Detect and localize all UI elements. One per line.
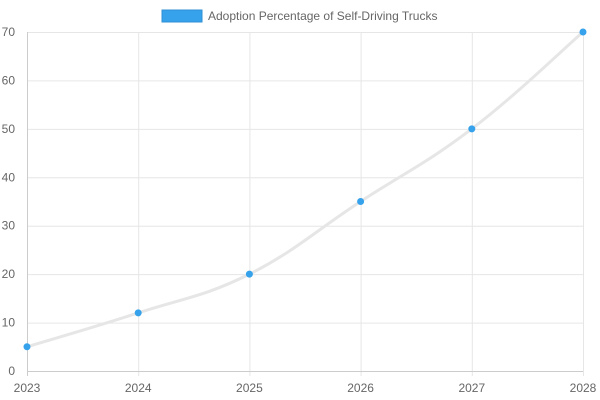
y-tick-label: 30 — [2, 219, 16, 233]
x-tick-labels: 2023 2024 2025 2026 2027 2028 — [14, 381, 597, 395]
data-point[interactable] — [579, 28, 587, 36]
y-tick-label: 40 — [2, 170, 16, 184]
data-point[interactable] — [357, 198, 365, 205]
y-tick-label: 70 — [2, 25, 16, 39]
y-tick-label: 0 — [8, 364, 15, 378]
series-line — [26, 30, 584, 349]
series-line-path — [26, 30, 584, 349]
grid-lines — [27, 32, 584, 376]
data-point[interactable] — [134, 309, 142, 317]
x-tick-label: 2024 — [125, 381, 152, 395]
x-tick-label: 2027 — [458, 381, 485, 395]
legend[interactable]: Adoption Percentage of Self-Driving Truc… — [161, 9, 437, 23]
legend-swatch[interactable] — [161, 9, 203, 23]
x-tick-label: 2028 — [570, 381, 597, 395]
x-tick-label: 2026 — [347, 381, 374, 395]
y-tick-label: 60 — [2, 73, 16, 87]
y-tick-label: 50 — [2, 122, 16, 136]
y-tick-label: 20 — [2, 267, 16, 281]
y-tick-label: 10 — [2, 316, 16, 330]
legend-label[interactable]: Adoption Percentage of Self-Driving Truc… — [208, 9, 437, 23]
data-point[interactable] — [245, 270, 253, 278]
data-points — [23, 28, 587, 351]
y-tick-labels: 0 10 20 30 40 50 60 70 — [2, 25, 16, 378]
data-point[interactable] — [468, 125, 476, 133]
data-point[interactable] — [23, 343, 31, 351]
axes — [27, 32, 583, 372]
x-tick-label: 2025 — [236, 381, 263, 395]
x-tick-label: 2023 — [14, 381, 41, 395]
